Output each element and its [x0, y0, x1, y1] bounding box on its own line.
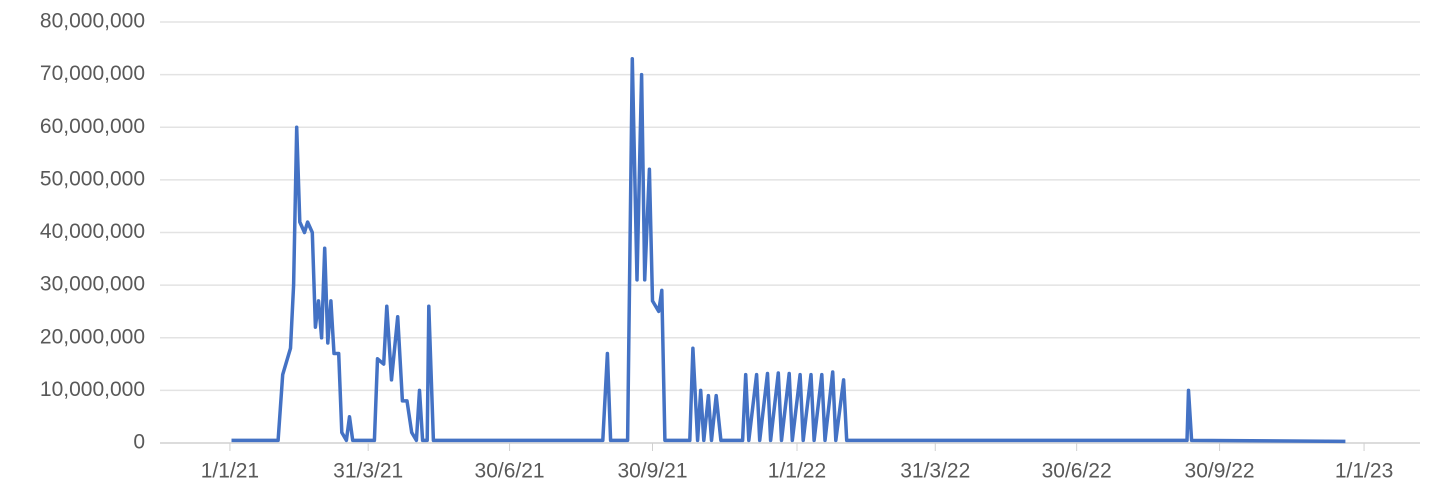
x-tick-label: 30/6/21 — [475, 460, 545, 483]
x-tick-label: 1/1/23 — [1335, 460, 1393, 483]
x-tick-label: 30/9/21 — [617, 460, 687, 483]
x-tick-label: 1/1/21 — [201, 460, 259, 483]
y-tick-label: 40,000,000 — [40, 220, 145, 243]
data-line — [231, 57, 1346, 444]
x-tick-label: 30/6/22 — [1042, 460, 1112, 483]
y-tick-label: 60,000,000 — [40, 115, 145, 138]
y-tick-label: 50,000,000 — [40, 167, 145, 190]
x-tick-label: 31/3/22 — [900, 460, 970, 483]
y-tick-label: 20,000,000 — [40, 325, 145, 348]
x-tick-label: 1/1/22 — [768, 460, 826, 483]
y-tick-label: 0 — [133, 431, 145, 454]
y-tick-label: 80,000,000 — [40, 10, 145, 33]
y-tick-label: 10,000,000 — [40, 378, 145, 401]
x-tick-label: 30/9/22 — [1185, 460, 1255, 483]
x-tick-label: 31/3/21 — [333, 460, 403, 483]
y-tick-label: 30,000,000 — [40, 273, 145, 296]
y-tick-label: 70,000,000 — [40, 62, 145, 85]
